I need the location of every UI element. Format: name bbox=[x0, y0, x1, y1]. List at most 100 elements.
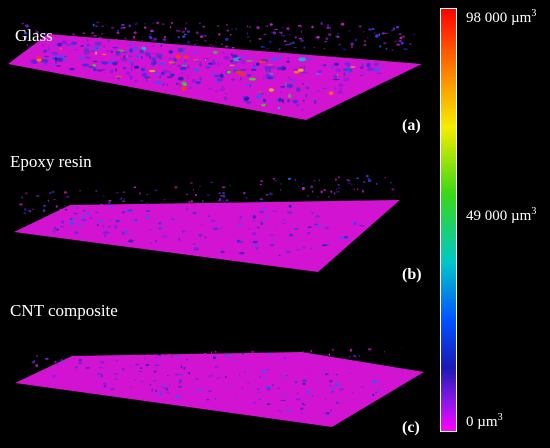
particle-speck bbox=[276, 387, 281, 390]
particle-speck bbox=[133, 220, 137, 222]
particle-speck bbox=[248, 228, 250, 230]
particle-speck bbox=[161, 354, 164, 356]
particle-speck bbox=[384, 32, 388, 35]
particle-speck bbox=[85, 367, 90, 369]
particle-speck bbox=[183, 33, 187, 36]
particle-speck bbox=[212, 72, 216, 76]
particle-speck bbox=[266, 64, 273, 66]
particle-speck bbox=[307, 371, 310, 373]
particle-speck bbox=[129, 48, 133, 53]
particle-speck bbox=[143, 76, 151, 79]
particle-speck bbox=[296, 103, 300, 107]
particle-speck bbox=[283, 393, 286, 397]
particle-speck bbox=[273, 177, 276, 180]
particle-speck bbox=[62, 44, 66, 47]
particle-speck bbox=[268, 88, 274, 92]
particle-speck bbox=[183, 59, 187, 62]
particle-speck bbox=[335, 374, 338, 376]
particle-speck bbox=[351, 45, 353, 49]
particle-speck bbox=[55, 59, 57, 64]
particle-speck bbox=[194, 84, 197, 86]
particle-speck bbox=[121, 200, 123, 203]
particle-speck bbox=[161, 383, 165, 386]
particle-speck bbox=[69, 67, 75, 71]
particle-speck bbox=[338, 187, 340, 190]
particle-speck bbox=[223, 92, 228, 95]
particle-speck bbox=[183, 55, 189, 60]
particle-speck bbox=[314, 223, 318, 226]
particle-speck bbox=[219, 73, 224, 79]
particle-speck bbox=[255, 246, 259, 250]
particle-speck bbox=[260, 58, 268, 62]
particle-speck bbox=[283, 218, 285, 222]
particle-speck bbox=[97, 373, 102, 375]
particle-speck bbox=[52, 52, 58, 56]
particle-speck bbox=[47, 46, 51, 51]
particle-speck bbox=[227, 64, 231, 67]
particle-speck bbox=[206, 65, 211, 67]
particle-speck bbox=[389, 182, 393, 184]
particle-speck bbox=[219, 195, 223, 197]
particle-speck bbox=[258, 398, 262, 400]
particle-speck bbox=[210, 181, 214, 183]
particle-speck bbox=[223, 96, 228, 100]
particle-speck bbox=[289, 34, 292, 36]
particle-speck bbox=[315, 90, 321, 92]
particle-speck bbox=[293, 70, 300, 74]
particle-speck bbox=[259, 375, 261, 378]
particle-speck bbox=[135, 364, 139, 366]
particle-speck bbox=[144, 23, 147, 25]
particle-speck bbox=[60, 225, 65, 228]
particle-speck bbox=[115, 51, 121, 53]
particle-speck bbox=[324, 373, 329, 376]
particle-speck bbox=[362, 31, 365, 33]
particle-speck bbox=[186, 193, 188, 195]
particle-speck bbox=[116, 60, 119, 64]
particle-speck bbox=[293, 46, 297, 49]
particle-speck bbox=[243, 371, 246, 374]
particle-speck bbox=[225, 199, 229, 202]
particle-speck bbox=[265, 25, 269, 27]
particle-speck bbox=[315, 378, 318, 381]
particle-speck bbox=[179, 379, 182, 383]
particle-speck bbox=[301, 71, 309, 74]
particle-speck bbox=[261, 45, 263, 48]
colorbar-mid-value: 49 000 µm bbox=[466, 208, 532, 224]
particle-speck bbox=[208, 215, 211, 218]
particle-speck bbox=[133, 79, 138, 83]
panel-c-title: CNT composite bbox=[10, 301, 118, 320]
particle-speck bbox=[55, 205, 58, 208]
particle-speck bbox=[349, 66, 356, 68]
particle-speck bbox=[298, 57, 306, 62]
particle-speck bbox=[212, 59, 215, 64]
particle-speck bbox=[64, 208, 68, 211]
particle-speck bbox=[374, 68, 379, 72]
particle-speck bbox=[36, 355, 39, 357]
particle-speck bbox=[42, 204, 47, 207]
particle-speck bbox=[292, 79, 296, 83]
particle-speck bbox=[280, 399, 286, 401]
particle-speck bbox=[332, 79, 340, 81]
particle-speck bbox=[289, 42, 292, 45]
particle-speck bbox=[126, 55, 129, 57]
particle-speck bbox=[224, 356, 228, 358]
particle-speck bbox=[175, 54, 181, 59]
particle-speck bbox=[383, 351, 386, 353]
particle-speck bbox=[300, 412, 304, 415]
particle-speck bbox=[56, 65, 62, 67]
particle-speck bbox=[285, 82, 287, 87]
particle-speck bbox=[89, 217, 93, 220]
particle-speck bbox=[100, 203, 103, 206]
particle-speck bbox=[162, 69, 170, 73]
particle-speck bbox=[357, 188, 359, 191]
particle-speck bbox=[100, 374, 104, 378]
particle-speck bbox=[127, 60, 133, 63]
particle-speck bbox=[214, 74, 220, 78]
particle-speck bbox=[375, 182, 378, 185]
particle-speck bbox=[335, 35, 339, 38]
particle-speck bbox=[283, 356, 286, 360]
particle-speck bbox=[120, 23, 125, 26]
particle-speck bbox=[391, 29, 394, 32]
particle-speck bbox=[268, 352, 273, 356]
particle-speck bbox=[96, 47, 99, 49]
